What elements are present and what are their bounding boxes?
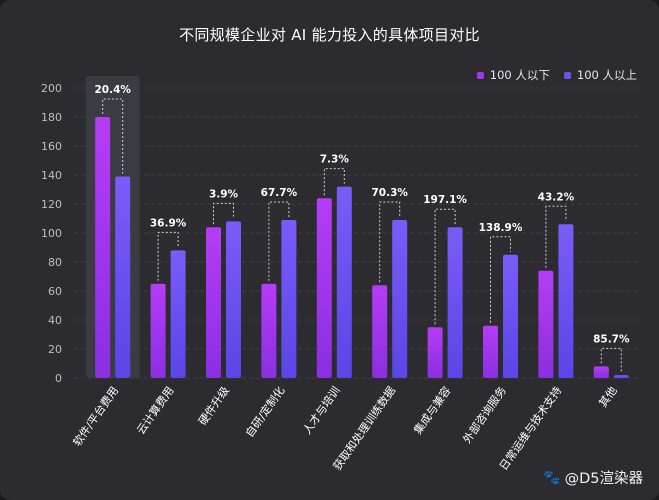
bar-below-100 — [372, 285, 388, 378]
comparison-bracket — [600, 347, 622, 373]
y-tick-label: 60 — [48, 285, 62, 298]
comparison-bracket — [434, 208, 456, 325]
comparison-bracket — [323, 168, 345, 196]
legend-swatch-above-100 — [563, 71, 571, 79]
y-tick-label: 180 — [41, 111, 62, 124]
y-tick-label: 120 — [41, 198, 62, 211]
comparison-label: 138.9% — [479, 222, 523, 234]
y-tick-label: 20 — [48, 343, 62, 356]
y-tick-label: 200 — [41, 82, 62, 95]
x-tick-label: 软件/平台费用 — [70, 384, 121, 449]
x-tick-label: 自研/定制化 — [242, 384, 287, 440]
comparison-bracket — [102, 98, 124, 174]
comparison-label: 3.9% — [209, 188, 239, 200]
y-tick-label: 140 — [41, 169, 62, 182]
bar-below-100 — [483, 325, 498, 378]
bar-below-100 — [261, 283, 277, 378]
comparison-label: 85.7% — [593, 333, 630, 345]
bar-above-100 — [115, 176, 131, 378]
y-tick-label: 160 — [41, 140, 62, 153]
bar-above-100 — [226, 221, 241, 378]
bar-below-100 — [538, 270, 554, 378]
chart-title: 不同规模企业对 AI 能力投入的具体项目对比 — [179, 26, 480, 44]
x-tick-label: 其他 — [596, 384, 619, 409]
x-tick-label: 获取和处理训练数据 — [330, 384, 398, 473]
bar-below-100 — [316, 198, 332, 378]
comparison-bracket — [268, 201, 290, 281]
comparison-bracket — [545, 205, 567, 268]
legend-swatch-below-100 — [476, 71, 484, 79]
bar-below-100 — [150, 283, 166, 378]
x-tick-label: 人才与培训 — [300, 384, 343, 437]
bar-below-100 — [593, 366, 609, 378]
legend-item-below-100: 100 人以下 — [476, 67, 550, 83]
x-tick-label: 日常运维与技术支持 — [496, 384, 564, 473]
comparison-bracket — [213, 202, 234, 225]
bar-above-100 — [447, 227, 463, 378]
bar-above-100 — [170, 250, 186, 378]
y-tick-label: 40 — [48, 314, 62, 327]
x-tick-label: 硬件升级 — [196, 384, 232, 427]
legend-item-above-100: 100 人以上 — [563, 67, 637, 83]
bar-above-100 — [281, 219, 297, 378]
watermark: 🐾 @D5渲染器 — [543, 467, 643, 488]
comparison-label: 70.3% — [371, 187, 408, 199]
paw-icon: 🐾 — [543, 469, 561, 486]
comparison-bracket — [379, 201, 401, 283]
y-tick-label: 80 — [48, 256, 62, 269]
comparison-bracket — [157, 231, 179, 281]
comparison-label: 43.2% — [538, 191, 575, 203]
y-tick-label: 100 — [41, 227, 62, 240]
highlight-column — [85, 76, 140, 378]
comparison-label: 197.1% — [423, 194, 467, 206]
bar-below-100 — [206, 227, 221, 378]
comparison-bracket — [490, 236, 511, 323]
legend-label-above-100: 100 人以上 — [576, 68, 637, 82]
legend-label-below-100: 100 人以下 — [489, 68, 550, 82]
bar-above-100 — [558, 224, 574, 378]
x-tick-label: 云计算费用 — [134, 384, 177, 437]
y-tick-label: 0 — [55, 372, 62, 385]
comparison-label: 20.4% — [94, 84, 131, 96]
bar-below-100 — [95, 117, 111, 378]
bar-below-100 — [427, 327, 443, 378]
comparison-label: 7.3% — [320, 154, 350, 166]
comparison-label: 67.7% — [261, 187, 298, 199]
x-tick-label: 集成与兼容 — [411, 384, 454, 437]
bar-above-100 — [613, 375, 629, 378]
bar-above-100 — [503, 254, 518, 378]
bar-above-100 — [392, 219, 408, 378]
chart-legend: 100 人以下 100 人以上 — [476, 67, 637, 83]
x-tick-label: 外部咨询服务 — [460, 384, 509, 446]
bar-above-100 — [336, 186, 352, 378]
comparison-label: 36.9% — [150, 217, 187, 229]
watermark-text: @D5渲染器 — [564, 471, 643, 487]
